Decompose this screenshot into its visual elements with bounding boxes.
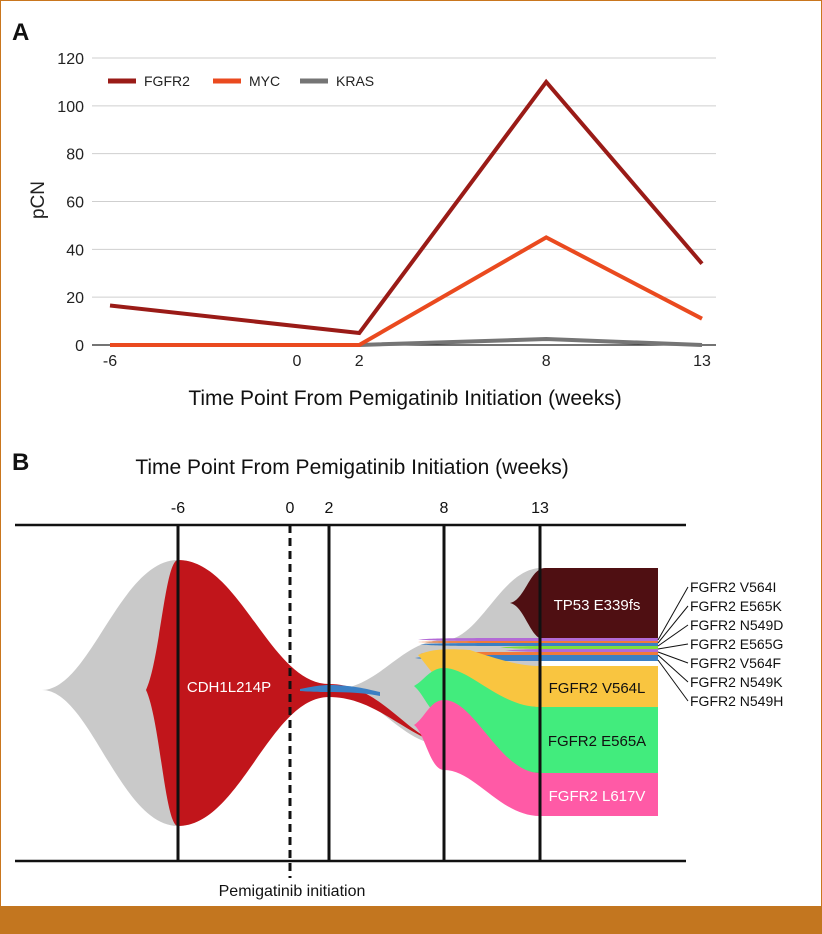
y-tick-label: 120 [57, 51, 84, 68]
legend-label-fgfr2: FGFR2 [144, 73, 190, 89]
side-label: FGFR2 E565G [690, 636, 783, 652]
side-label: FGFR2 E565K [690, 598, 782, 614]
clone-label-l617v: FGFR2 L617V [549, 788, 646, 805]
clone-label-v564l: FGFR2 V564L [549, 680, 646, 697]
y-tick-label: 60 [66, 195, 84, 212]
clone-minor-band-0 [418, 638, 658, 641]
y-tick-label: 20 [66, 290, 84, 307]
series-line-fgfr2 [109, 78, 704, 336]
legend-label-myc: MYC [249, 73, 280, 89]
y-tick-label: 100 [57, 99, 84, 116]
side-label: FGFR2 N549D [690, 617, 783, 633]
x-tick-label: 2 [355, 353, 364, 370]
side-label-leader [657, 643, 689, 650]
timepoint-label: 8 [440, 500, 449, 517]
clone-label-tp53: TP53 E339fs [554, 597, 641, 614]
x-tick-label: -6 [103, 353, 117, 370]
timepoint-label: 0 [286, 500, 295, 517]
side-label: FGFR2 V564F [690, 655, 781, 671]
clone-label-cdh1: CDH1L214P [187, 679, 271, 696]
clone-minor-band-1 [418, 641, 658, 643]
panel-b-title: Time Point From Pemigatinib Initiation (… [135, 456, 568, 479]
timepoint-label: 2 [325, 500, 334, 517]
clone-tp53 [510, 568, 658, 640]
bottom-bar [0, 906, 822, 934]
y-tick-label: 40 [66, 242, 84, 259]
y-axis-label: pCN [28, 181, 49, 219]
x-axis-label: Time Point From Pemigatinib Initiation (… [188, 387, 621, 410]
clone-cdh1 [146, 560, 540, 826]
timepoint-label: -6 [171, 500, 185, 517]
legend-label-kras: KRAS [336, 73, 374, 89]
side-label: FGFR2 N549H [690, 693, 783, 709]
side-label-leader [657, 586, 689, 641]
clone-thin-blue-early [300, 685, 380, 696]
panel-b-label: B [12, 449, 29, 476]
y-tick-label: 80 [66, 147, 84, 164]
clone-minor-band-4 [505, 649, 658, 652]
side-label: FGFR2 V564I [690, 579, 776, 595]
series-line-myc [110, 235, 703, 347]
x-tick-label: 13 [693, 353, 711, 370]
side-label: FGFR2 N549K [690, 674, 783, 690]
timepoint-label: 13 [531, 500, 549, 517]
side-label-leader [657, 624, 689, 647]
side-label-leader [657, 659, 689, 702]
panel-b-fishplot: -6 0 2 8 13 Pemigatinib initiation CDH1L214P TP… [15, 500, 783, 900]
clone-l617v [414, 700, 658, 816]
pemigatinib-initiation-label: Pemigatinib initiation [219, 883, 366, 900]
side-label-leader [657, 654, 689, 683]
clone-minor-band-3 [500, 646, 658, 649]
side-label-leader [657, 605, 689, 644]
side-label-leader [657, 651, 689, 664]
x-tick-label: 8 [542, 353, 551, 370]
clone-label-e565a: FGFR2 E565A [548, 733, 646, 750]
panel-a-label: A [12, 19, 29, 46]
x-tick-label: 0 [292, 353, 301, 370]
clone-e565a [414, 668, 658, 773]
y-tick-label: 0 [75, 338, 84, 355]
panel-a-line-chart: 0 20 40 60 80 100 120 -6 0 2 8 13 pCN Time Point From… [28, 51, 716, 410]
